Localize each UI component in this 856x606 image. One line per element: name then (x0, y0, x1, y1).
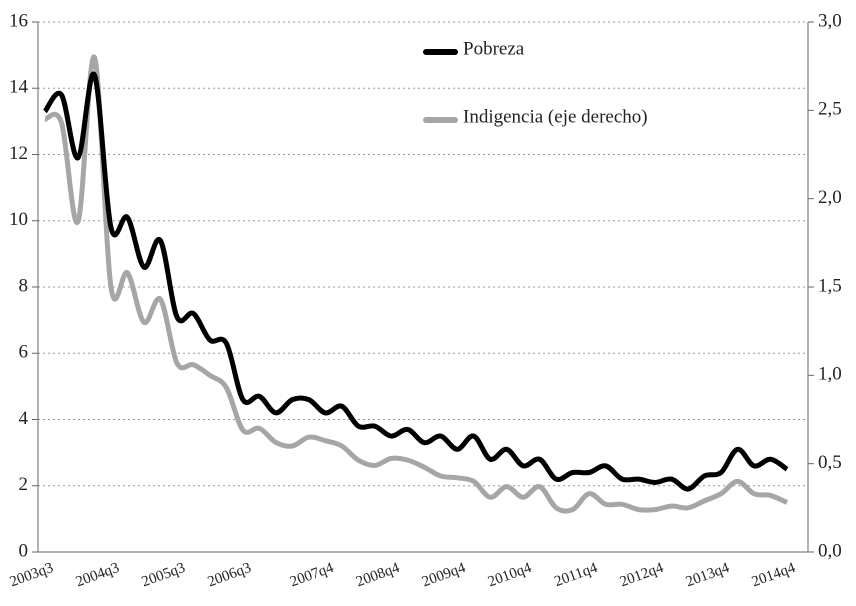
x-tick-label: 2010q4 (486, 560, 534, 591)
y-tick-label: 4 (19, 408, 29, 429)
y-tick-label: 16 (9, 10, 28, 31)
y2-tick-label: 1,0 (818, 364, 842, 385)
y2-tick-label: 1,5 (818, 275, 842, 296)
x-tick-label: 2014q4 (750, 560, 798, 591)
x-tick-label: 2009q4 (420, 560, 468, 591)
y2-tick-label: 2,0 (818, 187, 842, 208)
x-tick-label: 2004q3 (74, 560, 122, 590)
x-tick-label: 2012q4 (618, 560, 666, 591)
y-tick-label: 2 (19, 474, 29, 495)
x-tick-label: 2003q3 (8, 560, 56, 590)
series-line (44, 54, 789, 514)
y-tick-label: 10 (9, 209, 28, 230)
x-tick-label: 2013q4 (684, 560, 732, 591)
y-tick-label: 0 (19, 540, 29, 561)
y-tick-label: 14 (9, 77, 29, 98)
x-tick-label: 2007q4 (288, 560, 336, 591)
x-tick-label: 2008q4 (354, 560, 402, 591)
y2-tick-label: 3,0 (818, 10, 842, 31)
y-tick-label: 12 (9, 143, 28, 164)
y2-tick-label: 0,5 (818, 452, 842, 473)
y2-tick-label: 0,0 (818, 540, 842, 561)
series-line (42, 71, 789, 492)
x-tick-label: 2005q3 (140, 560, 188, 590)
x-tick-label: 2011q4 (552, 560, 600, 590)
y-tick-label: 6 (19, 342, 29, 363)
legend-label: Indigencia (eje derecho) (463, 106, 648, 127)
x-tick-label: 2006q3 (206, 560, 254, 590)
y-tick-label: 8 (19, 275, 29, 296)
y2-tick-label: 2,5 (818, 99, 842, 120)
legend-label: Pobreza (463, 38, 525, 59)
